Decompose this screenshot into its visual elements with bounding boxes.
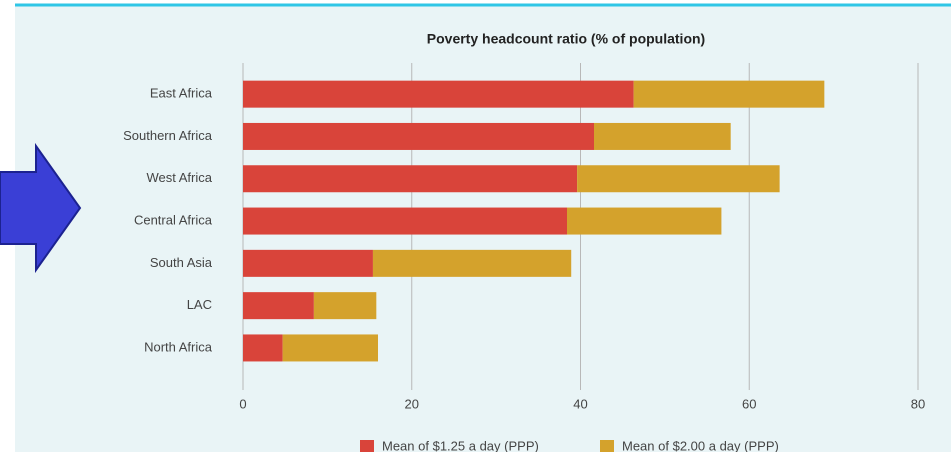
x-tick-label: 60 <box>742 396 756 411</box>
y-tick-label: North Africa <box>144 339 213 354</box>
legend-label: Mean of $1.25 a day (PPP) <box>382 438 539 452</box>
y-tick-label: East Africa <box>150 86 213 101</box>
bar-segment <box>243 122 594 150</box>
bar-segment <box>243 207 567 235</box>
bar-segment <box>243 80 634 108</box>
x-tick-label: 40 <box>573 396 587 411</box>
bar-segment <box>243 249 373 277</box>
y-tick-label: Central Africa <box>134 212 213 227</box>
legend-swatch <box>360 440 374 452</box>
x-tick-label: 20 <box>405 396 419 411</box>
x-tick-label: 0 <box>239 396 246 411</box>
y-tick-label: Southern Africa <box>123 128 213 143</box>
bar-segment <box>243 292 314 320</box>
bar-segment <box>594 122 731 150</box>
legend-swatch <box>600 440 614 452</box>
bar-segment <box>372 249 572 277</box>
bar-segment <box>633 80 825 108</box>
y-tick-label: West Africa <box>146 170 212 185</box>
bar-segment <box>313 292 377 320</box>
bar-segment <box>282 334 378 362</box>
bar-segment <box>577 165 780 193</box>
bar-segment <box>243 165 578 193</box>
bar-segment <box>243 334 283 362</box>
bar-segment <box>567 207 722 235</box>
y-tick-label: LAC <box>187 297 212 312</box>
legend-label: Mean of $2.00 a day (PPP) <box>622 438 779 452</box>
x-tick-label: 80 <box>911 396 925 411</box>
y-tick-label: South Asia <box>150 255 213 270</box>
plot: 0 20 40 60 80 East Africa Southern Africa West … <box>123 63 925 452</box>
chart-title: Poverty headcount ratio (% of population… <box>427 31 705 47</box>
pointer-arrow <box>0 142 82 274</box>
